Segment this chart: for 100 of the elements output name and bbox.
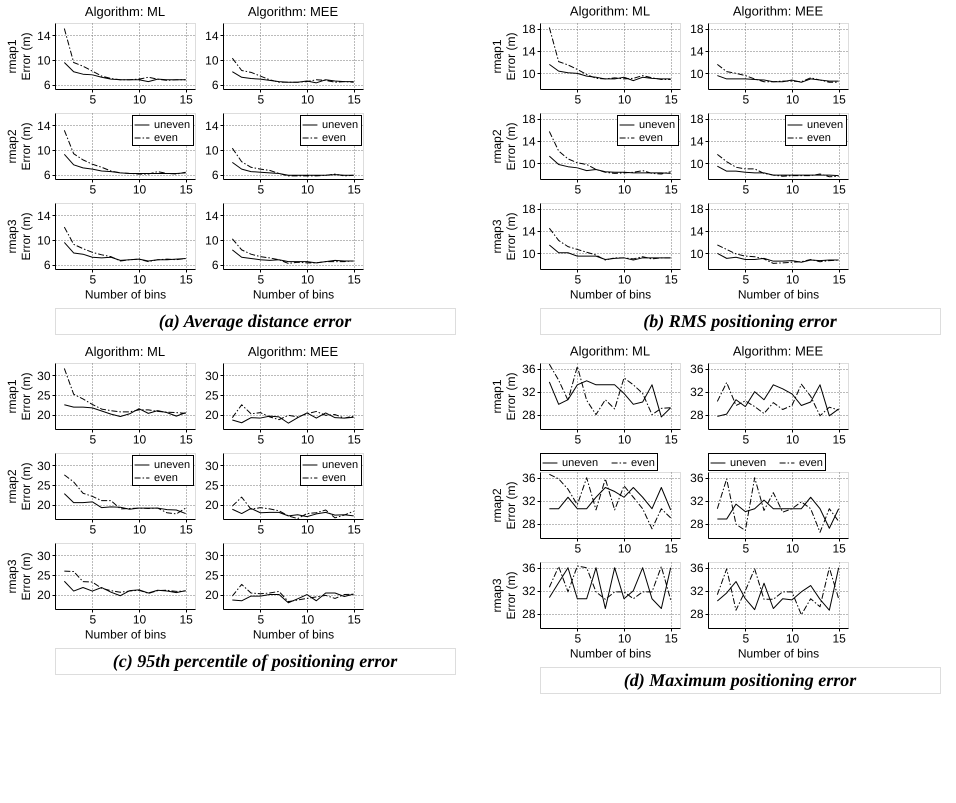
y-tick-label: 32 <box>522 584 536 598</box>
y-tick-label: 18 <box>522 202 536 216</box>
x-tick-label: 10 <box>132 432 146 446</box>
y-tick-label: 28 <box>690 408 704 422</box>
legend-label: uneven <box>322 119 358 131</box>
y-tick-label: 6 <box>212 168 219 182</box>
y-tick-label: 25 <box>205 568 219 583</box>
y-tick-label: 32 <box>690 494 704 508</box>
x-axis-title: Number of bins <box>570 646 652 660</box>
x-tick-label: 10 <box>786 182 800 196</box>
x-tick-label: 10 <box>786 542 800 556</box>
y-tick-label: 30 <box>205 368 219 383</box>
x-tick-label: 10 <box>618 542 632 556</box>
x-tick-label: 15 <box>832 542 846 556</box>
x-tick-label: 15 <box>179 92 194 106</box>
y-tick-label: 20 <box>37 408 51 422</box>
y-tick-label: 10 <box>690 156 704 171</box>
x-tick-label: 10 <box>618 432 632 446</box>
y-tick-label: 36 <box>690 561 704 576</box>
x-tick-label: 15 <box>664 272 678 286</box>
y-tick-label: 18 <box>522 112 536 126</box>
x-tick-label: 5 <box>742 272 750 286</box>
x-axis-title: Number of bins <box>84 628 166 642</box>
x-tick-label: 15 <box>832 92 846 106</box>
y-tick-label: 10 <box>37 234 51 248</box>
chart-title: Algorithm: ML <box>84 344 166 359</box>
legend-label: even <box>154 132 178 144</box>
y-axis-title: rmap1 Error (m) <box>490 372 518 420</box>
y-tick-label: 10 <box>205 234 219 248</box>
x-tick-label: 5 <box>574 92 582 106</box>
y-tick-label: 25 <box>37 568 51 583</box>
y-tick-label: 25 <box>37 478 51 493</box>
x-tick-label: 15 <box>664 92 678 106</box>
line-series <box>716 477 840 533</box>
x-tick-label: 5 <box>89 432 96 446</box>
x-tick-label: 10 <box>786 632 800 646</box>
y-tick-label: 10 <box>522 156 536 171</box>
x-tick-label: 10 <box>132 272 146 286</box>
x-tick-label: 10 <box>618 182 632 196</box>
y-tick-label: 14 <box>690 224 704 238</box>
y-axis-title: rmap3 Error (m) <box>490 212 518 260</box>
x-tick-label: 10 <box>300 272 314 286</box>
y-tick-label: 30 <box>37 368 51 383</box>
x-tick-label: 15 <box>347 612 362 626</box>
x-tick-label: 5 <box>89 612 96 626</box>
x-tick-label: 5 <box>574 632 582 646</box>
y-tick-label: 14 <box>522 44 536 58</box>
line-series <box>64 474 186 514</box>
x-tick-label: 5 <box>742 632 750 646</box>
x-tick-label: 5 <box>574 182 582 196</box>
y-tick-label: 14 <box>205 28 219 43</box>
y-tick-label: 10 <box>205 144 219 158</box>
y-tick-label: 28 <box>522 408 536 422</box>
text: (a) Average distance error <box>158 311 352 331</box>
y-tick-label: 10 <box>522 246 536 261</box>
y-tick-label: 20 <box>205 588 219 602</box>
y-tick-label: 30 <box>37 548 51 563</box>
x-tick-label: 15 <box>179 182 194 196</box>
x-axis-title: Number of bins <box>252 288 334 302</box>
x-tick-label: 10 <box>300 522 314 536</box>
x-tick-label: 5 <box>257 92 264 106</box>
y-axis-title: rmap1 Error (m) <box>5 372 34 420</box>
y-tick-label: 30 <box>37 458 51 473</box>
x-tick-label: 5 <box>742 432 750 446</box>
y-tick-label: 36 <box>522 471 536 486</box>
y-tick-label: 6 <box>212 78 219 92</box>
y-tick-label: 25 <box>205 388 219 403</box>
legend-label: even <box>322 472 346 484</box>
y-tick-label: 10 <box>37 144 51 158</box>
y-tick-label: 18 <box>522 22 536 36</box>
x-tick-label: 10 <box>786 432 800 446</box>
y-tick-label: 10 <box>690 246 704 261</box>
y-tick-label: 18 <box>690 202 704 216</box>
x-tick-label: 10 <box>132 612 146 626</box>
y-tick-label: 14 <box>37 118 51 133</box>
legend-label: even <box>639 132 663 144</box>
x-axis-title: Number of bins <box>738 288 820 302</box>
chart-title: Algorithm: ML <box>570 4 650 19</box>
y-tick-label: 32 <box>690 385 704 400</box>
chart-title: Algorithm: MEE <box>248 344 338 359</box>
y-axis-title: rmap3 Error (m) <box>5 552 34 600</box>
legend-label: uneven <box>322 459 358 471</box>
chart-title: Algorithm: MEE <box>732 344 824 359</box>
x-axis-title: Number of bins <box>570 288 652 302</box>
x-tick-label: 10 <box>300 92 314 106</box>
x-tick-label: 15 <box>347 272 362 286</box>
legend-label: uneven <box>154 119 190 131</box>
x-tick-label: 15 <box>664 632 678 646</box>
y-axis-title: rmap2 Error (m) <box>5 462 34 510</box>
x-tick-label: 10 <box>300 612 314 626</box>
x-tick-label: 10 <box>618 632 632 646</box>
legend-label: uneven <box>639 119 676 131</box>
x-tick-label: 15 <box>179 522 194 536</box>
y-axis-title: rmap1 Error (m) <box>490 32 518 80</box>
x-tick-label: 15 <box>347 432 362 446</box>
legend-label: even <box>799 457 823 469</box>
text: (b) RMS positioning error <box>643 311 838 331</box>
y-tick-label: 32 <box>522 385 536 400</box>
x-tick-label: 10 <box>786 92 800 106</box>
y-tick-label: 14 <box>205 118 219 133</box>
